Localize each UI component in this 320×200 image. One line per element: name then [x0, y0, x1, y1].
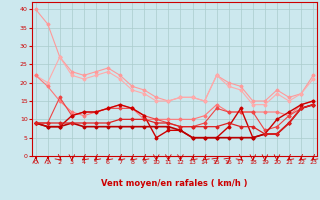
X-axis label: Vent moyen/en rafales ( km/h ): Vent moyen/en rafales ( km/h )	[101, 179, 248, 188]
